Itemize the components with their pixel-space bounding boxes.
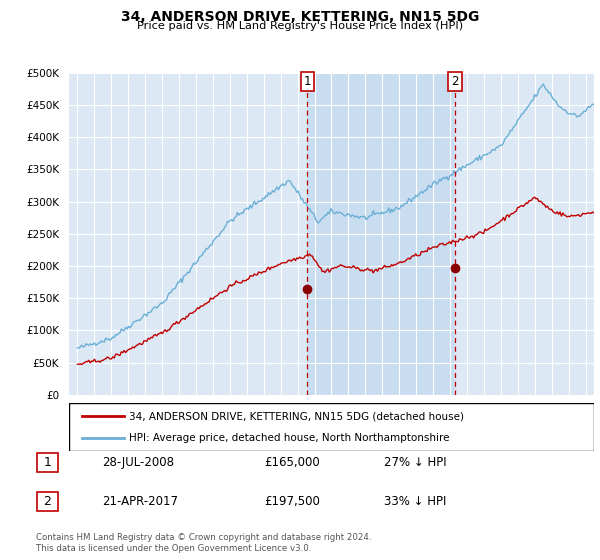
Text: 27% ↓ HPI: 27% ↓ HPI bbox=[384, 456, 446, 469]
Text: 28-JUL-2008: 28-JUL-2008 bbox=[102, 456, 174, 469]
Text: 34, ANDERSON DRIVE, KETTERING, NN15 5DG: 34, ANDERSON DRIVE, KETTERING, NN15 5DG bbox=[121, 10, 479, 24]
Text: 21-APR-2017: 21-APR-2017 bbox=[102, 495, 178, 508]
Text: 1: 1 bbox=[43, 456, 52, 469]
Text: Contains HM Land Registry data © Crown copyright and database right 2024.
This d: Contains HM Land Registry data © Crown c… bbox=[36, 533, 371, 553]
Text: £197,500: £197,500 bbox=[264, 495, 320, 508]
Text: 2: 2 bbox=[451, 76, 459, 88]
Text: HPI: Average price, detached house, North Northamptonshire: HPI: Average price, detached house, Nort… bbox=[130, 433, 450, 443]
Text: 1: 1 bbox=[304, 76, 311, 88]
Bar bbox=[307, 73, 455, 395]
Text: 33% ↓ HPI: 33% ↓ HPI bbox=[384, 495, 446, 508]
Text: Price paid vs. HM Land Registry's House Price Index (HPI): Price paid vs. HM Land Registry's House … bbox=[137, 21, 463, 31]
Text: 34, ANDERSON DRIVE, KETTERING, NN15 5DG (detached house): 34, ANDERSON DRIVE, KETTERING, NN15 5DG … bbox=[130, 411, 464, 421]
Text: £165,000: £165,000 bbox=[264, 456, 320, 469]
Text: 2: 2 bbox=[43, 495, 52, 508]
